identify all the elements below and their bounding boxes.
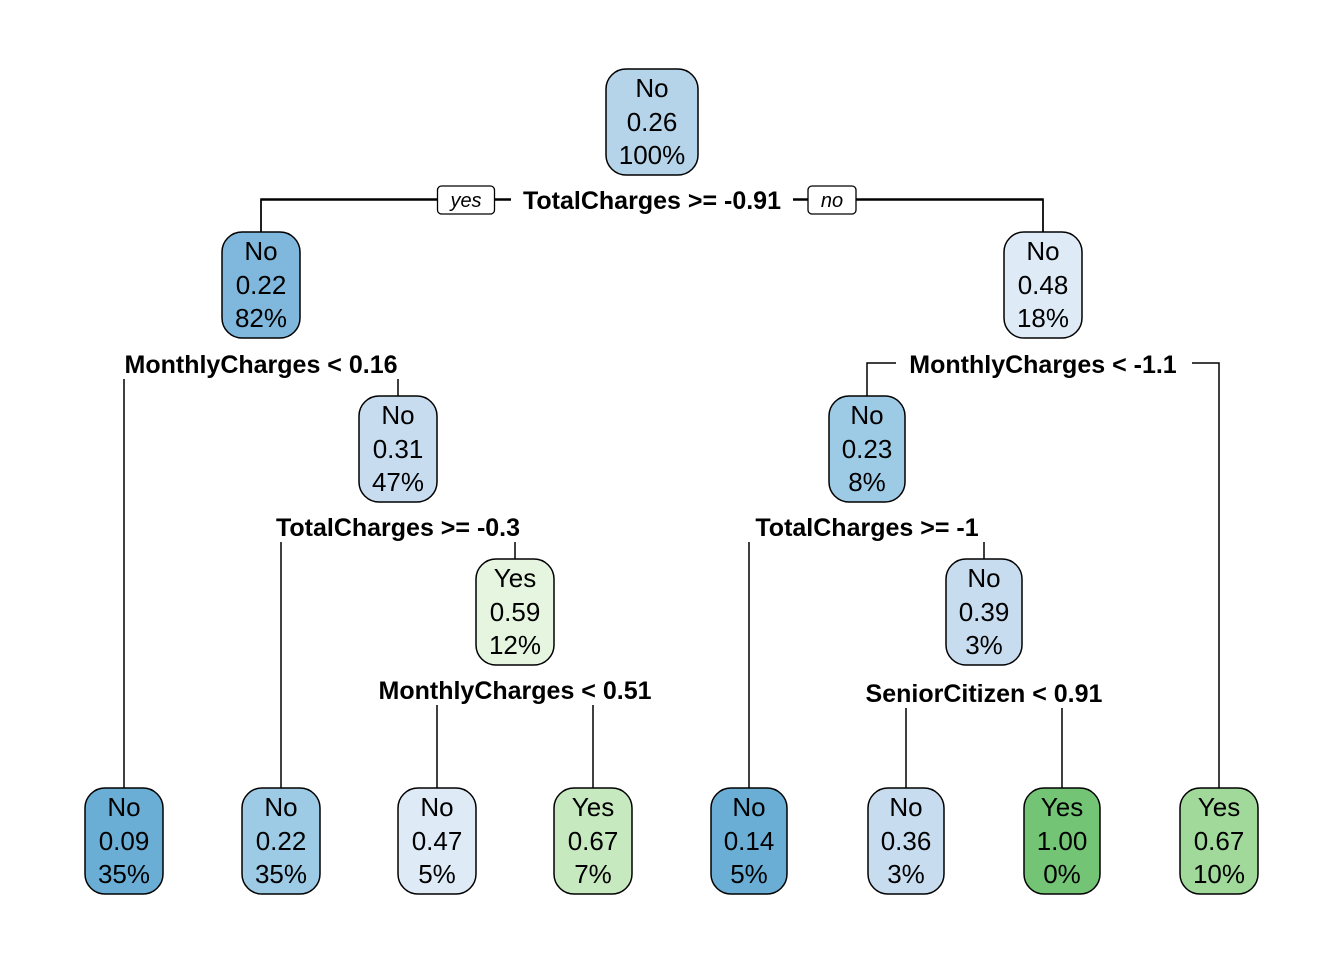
node-box <box>605 68 699 176</box>
branch-label-box <box>436 185 496 215</box>
node-prob: 0.36 <box>881 826 932 856</box>
node-class: Yes <box>1198 792 1240 822</box>
node-leaf6: No 0.363% <box>867 787 945 895</box>
edge-root-left-full <box>260 199 511 232</box>
node-box <box>1023 787 1101 895</box>
node-prob: 0.14 <box>724 826 775 856</box>
split-label-root: TotalCharges >= -0.91 <box>523 187 781 215</box>
branch-label-text: yes <box>448 190 481 212</box>
node-box <box>1179 787 1259 895</box>
node-box <box>358 395 438 503</box>
node-pct: 35% <box>98 859 150 889</box>
node-pct: 3% <box>887 859 925 889</box>
node-prob: 0.39 <box>959 597 1010 627</box>
split-label-n_r2: TotalCharges >= -1 <box>755 514 978 542</box>
node-class: No <box>264 792 297 822</box>
node-prob: 0.22 <box>236 270 287 300</box>
node-pct: 47% <box>372 467 424 497</box>
node-class: No <box>420 792 453 822</box>
node-pct: 18% <box>1017 303 1069 333</box>
node-pct: 3% <box>965 630 1003 660</box>
branch-label-no: no <box>807 185 857 215</box>
node-pct: 0% <box>1043 859 1081 889</box>
tree-split-labels: TotalCharges >= -0.91 MonthlyCharges < 0.… <box>125 187 1177 708</box>
node-prob: 0.26 <box>627 107 678 137</box>
node-leaf4: Yes 0.677% <box>553 787 633 895</box>
node-prob: 0.22 <box>256 826 307 856</box>
node-class: Yes <box>494 563 536 593</box>
node-class: No <box>889 792 922 822</box>
node-prob: 0.67 <box>568 826 619 856</box>
node-n_r2: No 0.238% <box>828 395 906 503</box>
node-prob: 0.67 <box>1194 826 1245 856</box>
tree-edges <box>123 198 1220 788</box>
node-pct: 35% <box>255 859 307 889</box>
edge-n_right-leaf8 <box>1192 362 1220 788</box>
node-class: No <box>732 792 765 822</box>
node-pct: 5% <box>730 859 768 889</box>
branch-label-box <box>807 185 857 215</box>
node-pct: 82% <box>235 303 287 333</box>
node-prob: 0.59 <box>490 597 541 627</box>
node-pct: 10% <box>1193 859 1245 889</box>
node-class: No <box>1026 236 1059 266</box>
node-box <box>710 787 788 895</box>
node-pct: 100% <box>619 140 686 170</box>
node-box <box>1003 231 1083 339</box>
node-prob: 0.31 <box>373 434 424 464</box>
split-label-n_l2: TotalCharges >= -0.3 <box>276 514 520 542</box>
node-leaf3: No 0.475% <box>397 787 477 895</box>
node-prob: 0.48 <box>1018 270 1069 300</box>
node-class: No <box>850 400 883 430</box>
node-prob: 0.09 <box>99 826 150 856</box>
split-label-n_right: MonthlyCharges < -1.1 <box>909 351 1177 379</box>
split-label-n_l3: MonthlyCharges < 0.51 <box>379 677 652 705</box>
split-label-n_r3: SeniorCitizen < 0.91 <box>866 680 1103 708</box>
node-leaf7: Yes 1.000% <box>1023 787 1101 895</box>
node-box <box>397 787 477 895</box>
node-n_r3: No 0.393% <box>945 558 1023 666</box>
branch-label-text: no <box>821 190 843 212</box>
node-box <box>475 558 555 666</box>
node-class: Yes <box>1041 792 1083 822</box>
node-class: No <box>244 236 277 266</box>
node-box <box>241 787 321 895</box>
node-box <box>221 231 301 339</box>
node-pct: 8% <box>848 467 886 497</box>
node-pct: 7% <box>574 859 612 889</box>
branch-direction-labels: yes no <box>436 185 857 215</box>
node-pct: 5% <box>418 859 456 889</box>
node-prob: 0.23 <box>842 434 893 464</box>
tree-nodes: No0.26100%No0.2282%No0.4818%No0.3147%No0… <box>84 68 1259 895</box>
node-class: No <box>107 792 140 822</box>
edge-root-right-full <box>793 199 1044 232</box>
node-box <box>828 395 906 503</box>
split-label-n_left: MonthlyCharges < 0.16 <box>125 351 398 379</box>
node-box <box>84 787 164 895</box>
node-box <box>945 558 1023 666</box>
node-prob: 1.00 <box>1037 826 1088 856</box>
edge-n_right-n_r2 <box>866 362 896 396</box>
node-class: No <box>635 73 668 103</box>
node-class: No <box>381 400 414 430</box>
node-box <box>867 787 945 895</box>
branch-label-yes: yes <box>436 185 496 215</box>
node-leaf5: No 0.145% <box>710 787 788 895</box>
node-prob: 0.47 <box>412 826 463 856</box>
node-class: Yes <box>572 792 614 822</box>
node-box <box>553 787 633 895</box>
node-pct: 12% <box>489 630 541 660</box>
node-class: No <box>967 563 1000 593</box>
